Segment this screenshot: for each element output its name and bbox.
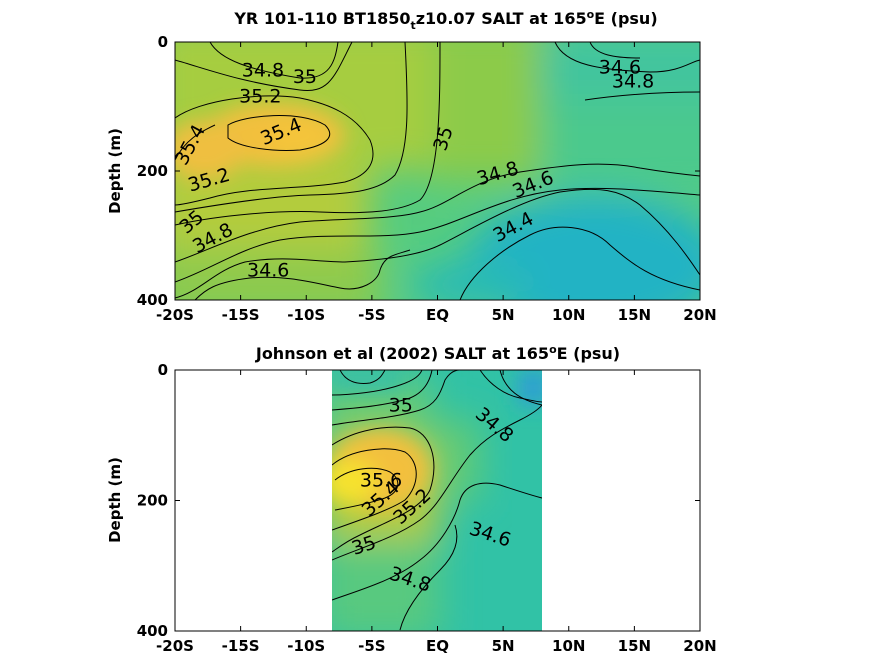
top-contour-label: 34.6	[599, 56, 641, 78]
bottom-y-tick-label: 200	[137, 492, 168, 510]
bottom-x-tick-label: -10S	[287, 637, 325, 655]
bottom-chart-title: Johnson et al (2002) SALT at 165oE (psu)	[255, 343, 620, 363]
bottom-x-tick-label: -5S	[358, 637, 385, 655]
top-x-tick-label: -15S	[222, 306, 260, 324]
bottom-y-axis-label: Depth (m)	[106, 457, 124, 543]
top-contour-label: 34.8	[612, 70, 654, 92]
top-y-tick-label: 200	[137, 162, 168, 180]
top-contour-label: 34.8	[242, 60, 284, 82]
top-chart-title: YR 101-110 BT1850tz10.07 SALT at 165oE (…	[233, 8, 657, 32]
top-y-axis: 0 200 400	[137, 33, 700, 309]
top-salinity-field	[175, 42, 700, 300]
bottom-salinity-field	[332, 370, 542, 631]
top-x-tick-label: 10N	[552, 306, 585, 324]
bottom-chart: Johnson et al (2002) SALT at 165oE (psu)	[106, 343, 717, 655]
bottom-y-tick-label: 0	[158, 361, 168, 379]
bottom-contour-label: 35	[389, 394, 413, 416]
top-contour-label: 35	[293, 66, 317, 88]
top-x-tick-label: -10S	[287, 306, 325, 324]
bottom-x-tick-label: EQ	[426, 637, 449, 655]
top-x-tick-label: 5N	[492, 306, 515, 324]
top-x-tick-label: -5S	[358, 306, 385, 324]
bottom-y-tick-label: 400	[137, 622, 168, 640]
bottom-x-tick-label: 15N	[618, 637, 651, 655]
top-x-tick-label: 15N	[618, 306, 651, 324]
top-contour-label: 34.6	[247, 259, 289, 281]
top-x-tick-label: -20S	[156, 306, 194, 324]
bottom-x-axis: -20S -15S -10S -5S EQ 5N 10N 15N 20N	[156, 370, 717, 655]
bottom-x-tick-label: -15S	[222, 637, 260, 655]
top-x-tick-label: 20N	[683, 306, 716, 324]
bottom-x-tick-label: 10N	[552, 637, 585, 655]
bottom-x-tick-label: 5N	[492, 637, 515, 655]
top-y-axis-label: Depth (m)	[106, 128, 124, 214]
top-y-tick-label: 0	[158, 33, 168, 51]
bottom-x-tick-label: -20S	[156, 637, 194, 655]
bottom-contour-lines	[332, 370, 542, 631]
bottom-x-tick-label: 20N	[683, 637, 716, 655]
top-contour-label: 35.2	[239, 85, 281, 107]
bottom-y-axis: 0 200 400	[137, 361, 700, 640]
bottom-contour-label: 35.6	[360, 469, 402, 491]
top-chart: YR 101-110 BT1850tz10.07 SALT at 165oE (…	[106, 8, 717, 324]
top-x-axis: -20S -15S -10S -5S EQ 5N 10N 15N 20N	[156, 42, 717, 324]
top-x-tick-label: EQ	[426, 306, 449, 324]
top-y-tick-label: 400	[137, 291, 168, 309]
top-contour-lines	[175, 42, 700, 300]
